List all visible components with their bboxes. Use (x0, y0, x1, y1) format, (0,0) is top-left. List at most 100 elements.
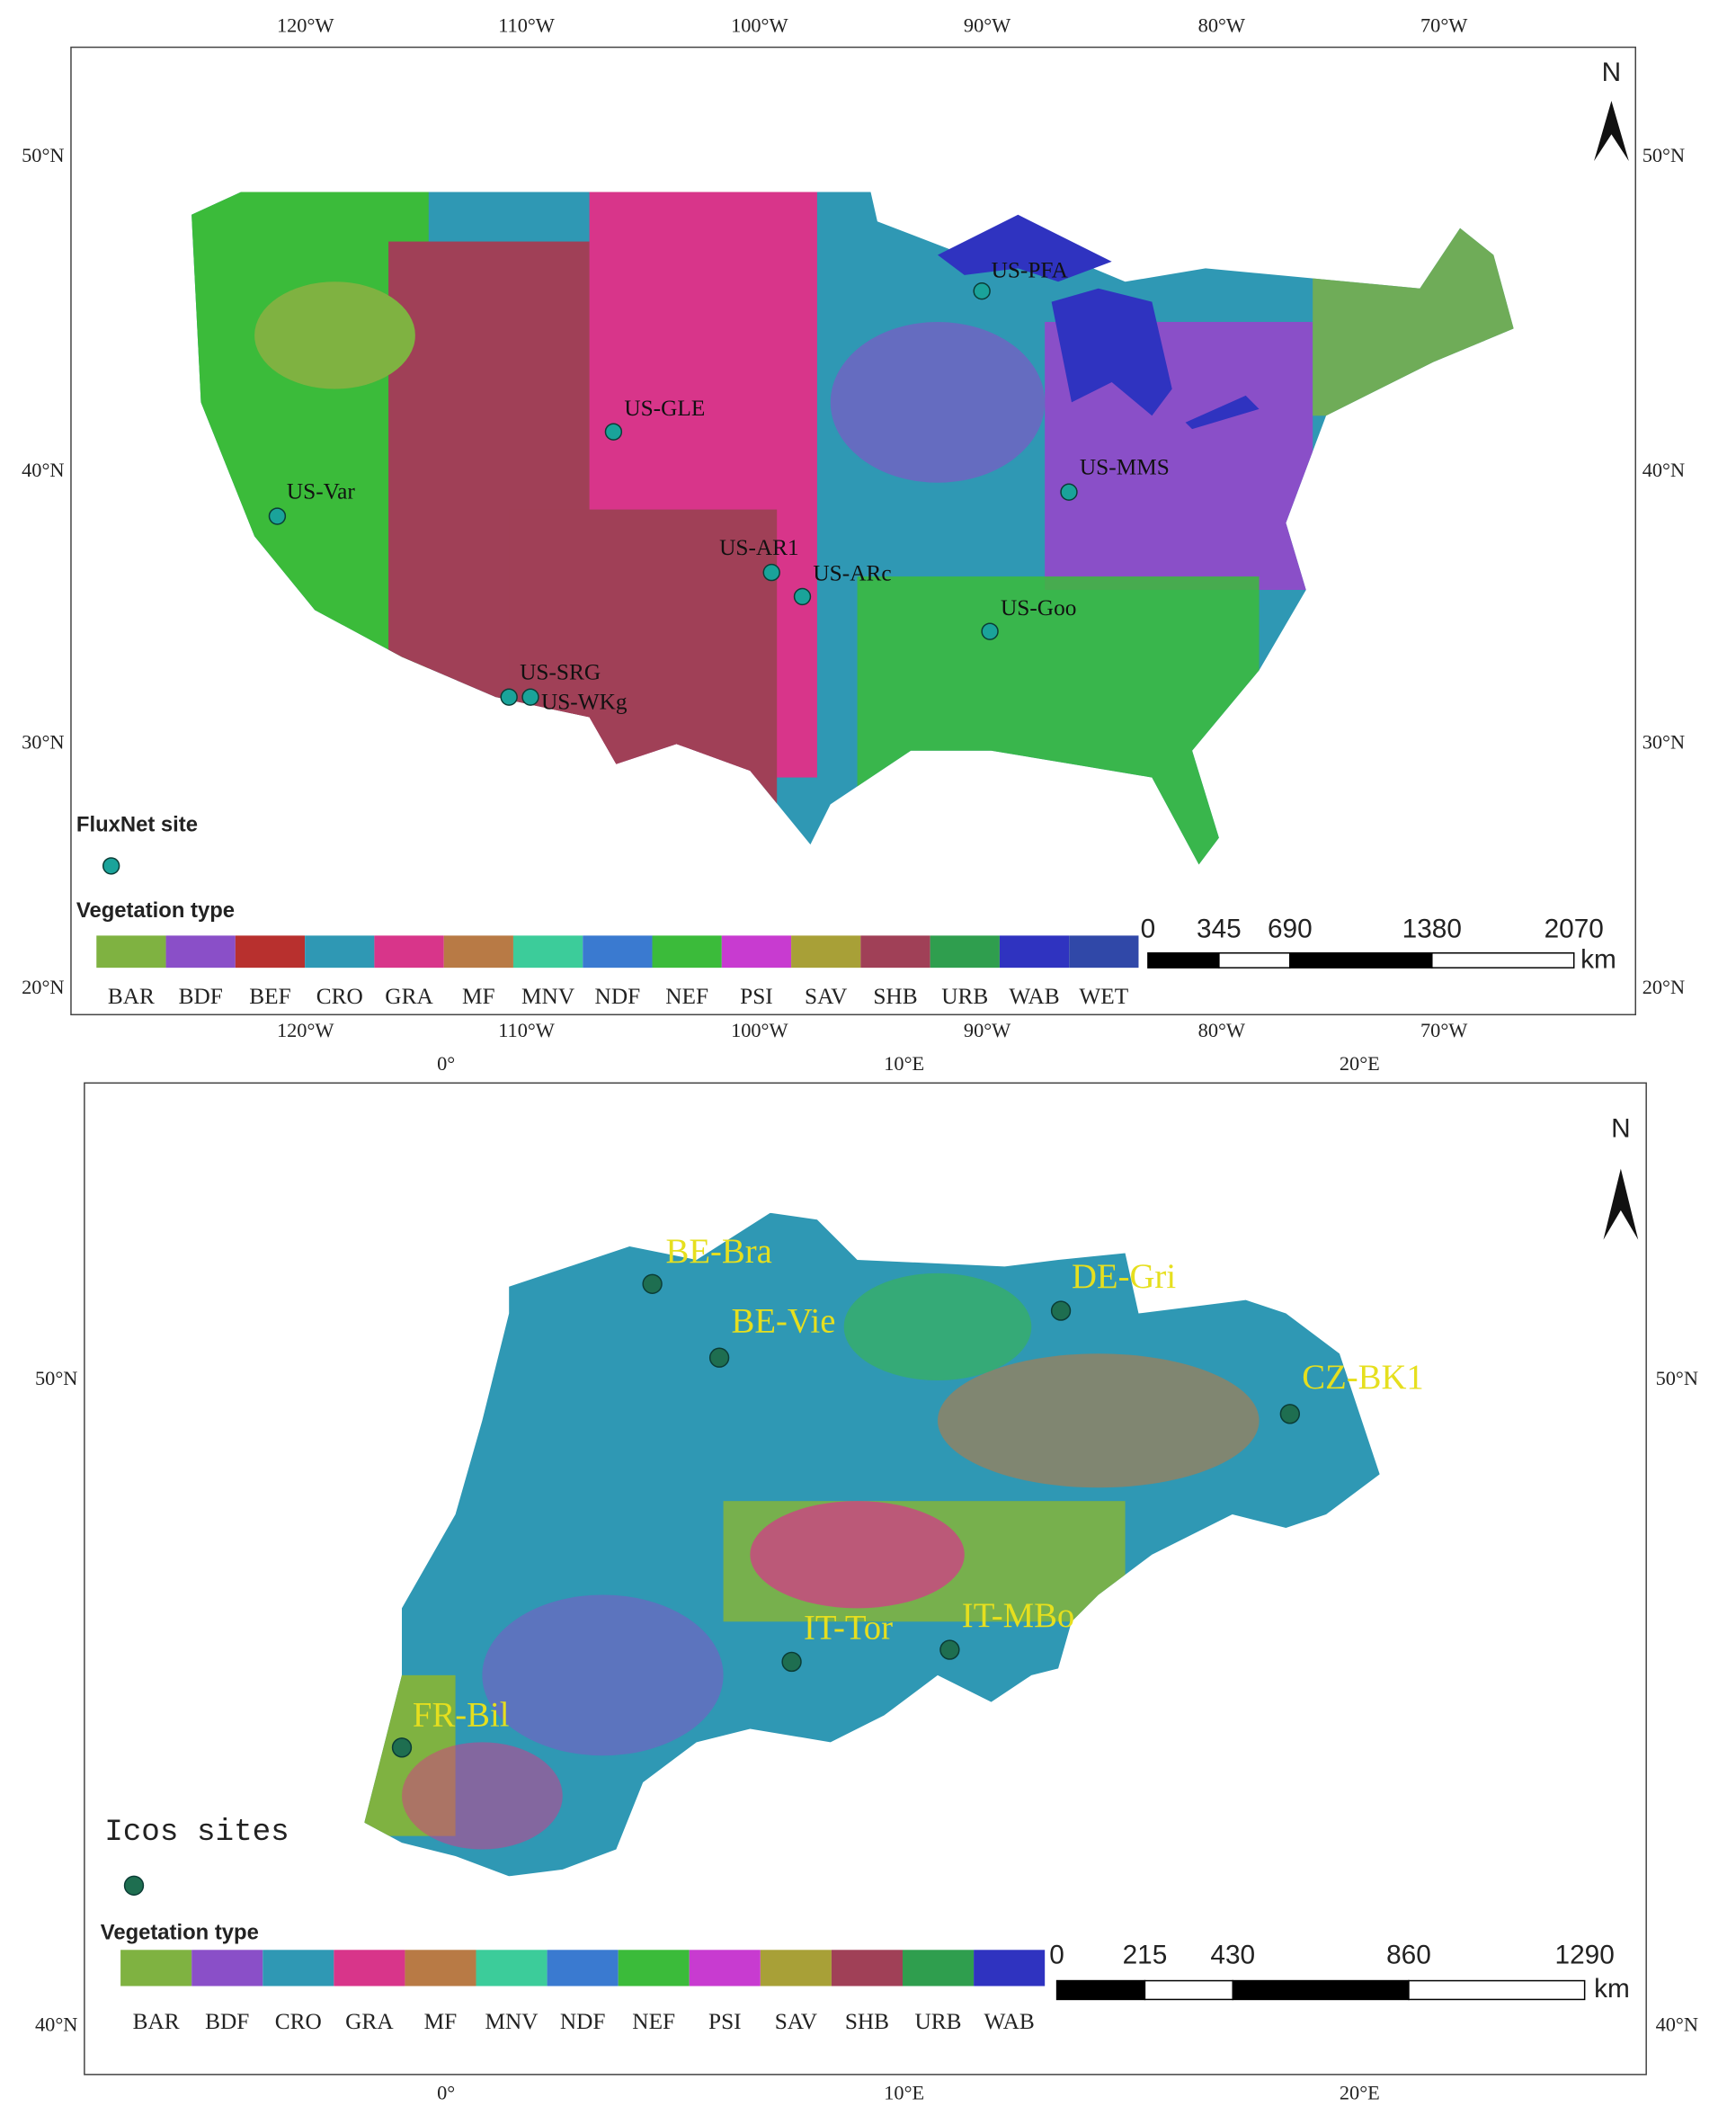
lat-tick-label: 20°N (1643, 976, 1685, 998)
legend-swatch (263, 1950, 334, 1986)
legend-swatch (791, 935, 861, 969)
legend-swatch (191, 1950, 263, 1986)
scale-label: 0 (1049, 1941, 1064, 1970)
legend-swatch (476, 1950, 548, 1986)
legend-label: BDF (205, 2009, 249, 2034)
site-label: IT-Tor (804, 1609, 893, 1647)
legend-swatch (860, 935, 930, 969)
legend-swatch (689, 1950, 761, 1986)
legend-swatch (374, 935, 444, 969)
legend-label: GRA (385, 984, 433, 1009)
legend-swatch (831, 1950, 904, 1986)
site-marker (521, 688, 539, 706)
map-frame (84, 1082, 1647, 2076)
legend-label: SAV (805, 984, 847, 1009)
legend-swatch (583, 935, 653, 969)
lat-tick-label: 50°N (1656, 1367, 1698, 1389)
lon-tick-label: 110°W (498, 13, 556, 36)
scale-segment (1144, 1979, 1234, 2001)
site-legend-marker (123, 1875, 145, 1896)
legend-swatch (443, 935, 513, 969)
lat-tick-label: 30°N (22, 730, 64, 753)
legend-title: Vegetation type (76, 898, 235, 923)
legend-label: CRO (316, 984, 363, 1009)
site-label: IT-MBo (962, 1596, 1075, 1635)
legend-label: URB (941, 984, 988, 1009)
site-marker (642, 1273, 663, 1294)
legend-label: SAV (775, 2009, 817, 2034)
site-label: US-PFA (992, 258, 1069, 283)
legend-swatch (165, 935, 236, 969)
legend-swatch (120, 1950, 192, 1986)
legend-title: Vegetation type (101, 1921, 259, 1945)
scale-label: 430 (1210, 1941, 1255, 1970)
lat-tick-label: 40°N (35, 2013, 77, 2035)
lat-tick-label: 40°N (22, 459, 64, 481)
legend-swatch (903, 1950, 975, 1986)
site-label: US-SRG (520, 660, 601, 685)
legend-swatch (334, 1950, 405, 1986)
legend-swatch (930, 935, 1000, 969)
legend-label: NDF (595, 984, 641, 1009)
lon-tick-label: 100°W (731, 13, 788, 36)
site-legend-marker (102, 857, 120, 875)
north-arrow (1603, 1168, 1639, 1240)
site-marker (981, 622, 999, 640)
scale-label: 690 (1268, 914, 1313, 943)
site-label: US-ARc (813, 560, 891, 585)
lon-tick-label: 100°W (731, 1019, 788, 1041)
scale-unit: km (1580, 945, 1616, 975)
lon-tick-label: 10°E (884, 1052, 924, 1075)
legend-label: PSI (708, 2009, 742, 2034)
site-label: US-AR1 (719, 535, 799, 560)
scale-label: 1290 (1555, 1941, 1615, 1970)
lon-tick-label: 120°W (277, 1019, 334, 1041)
lon-tick-label: 10°E (884, 2081, 924, 2103)
lon-tick-label: 90°W (964, 1019, 1011, 1041)
legend-swatch (999, 935, 1070, 969)
site-label: US-Goo (1001, 595, 1076, 620)
legend-label: NEF (665, 984, 708, 1009)
site-marker (708, 1347, 730, 1368)
site-legend-title: Icos sites (104, 1815, 289, 1850)
scale-label: 2070 (1545, 914, 1604, 943)
site-label: CZ-BK1 (1302, 1358, 1424, 1397)
legend-label: URB (915, 2009, 962, 2034)
scale-label: 345 (1197, 914, 1242, 943)
scale-segment (1055, 1979, 1146, 2001)
site-marker (781, 1651, 802, 1673)
map-frame (70, 46, 1636, 1016)
legend-swatch (305, 935, 375, 969)
lat-tick-label: 50°N (35, 1367, 77, 1389)
scale-label: 215 (1123, 1941, 1168, 1970)
legend-swatch (512, 935, 583, 969)
site-marker (973, 282, 991, 300)
legend-label: MNV (521, 984, 574, 1009)
lon-tick-label: 120°W (277, 13, 334, 36)
legend-label: MF (424, 2009, 458, 2034)
lat-tick-label: 40°N (1656, 2013, 1698, 2035)
land-cover-europe (364, 1212, 1380, 1877)
lon-tick-label: 70°W (1420, 1019, 1468, 1041)
legend-label: BEF (249, 984, 290, 1009)
north-arrow (1594, 101, 1629, 162)
site-marker (1279, 1404, 1301, 1424)
scale-segment (1431, 952, 1575, 969)
scale-label: 1380 (1402, 914, 1462, 943)
site-label: US-WKg (541, 689, 628, 714)
site-marker (762, 563, 780, 582)
lon-tick-label: 20°E (1340, 1052, 1380, 1075)
legend-label: MF (462, 984, 495, 1009)
legend-label: GRA (345, 2009, 394, 2034)
legend-label: CRO (275, 2009, 322, 2034)
land-cover-us (191, 192, 1514, 865)
site-marker (1050, 1300, 1072, 1321)
site-marker (268, 507, 287, 525)
lat-tick-label: 50°N (1643, 144, 1685, 166)
site-label: US-GLE (624, 396, 705, 421)
lat-tick-label: 20°N (22, 976, 64, 998)
site-label: DE-Gri (1072, 1257, 1176, 1296)
site-marker (793, 587, 812, 606)
legend-label: NDF (560, 2009, 606, 2034)
